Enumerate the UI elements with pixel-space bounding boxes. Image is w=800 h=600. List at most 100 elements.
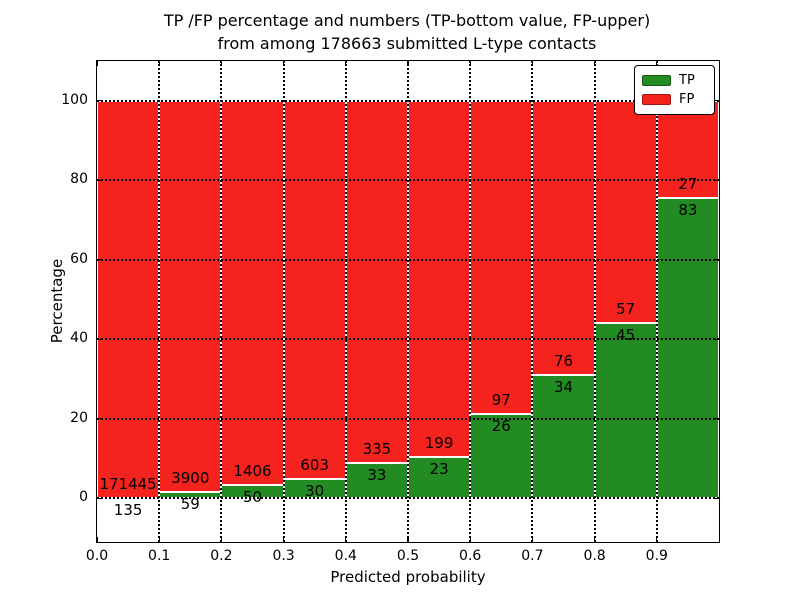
- chart-title: TP /FP percentage and numbers (TP-bottom…: [96, 9, 718, 55]
- legend-entry-tp: TP: [642, 71, 708, 90]
- x-tick-mark: [656, 537, 658, 542]
- x-axis-label: Predicted probability: [330, 568, 486, 586]
- bar-segment-fp: [97, 100, 160, 498]
- bar-segment-fp: [159, 100, 222, 493]
- x-tick-label: 0.2: [210, 548, 233, 564]
- legend-entry-fp: FP: [642, 90, 708, 109]
- fp-count-label: 335: [362, 439, 392, 458]
- x-tick-mark: [96, 537, 98, 542]
- gridline-x: [344, 61, 347, 542]
- bar-segment-tp: [656, 198, 719, 499]
- gridline-x: [593, 61, 596, 542]
- y-tick-label: 100: [61, 91, 88, 108]
- y-tick-mark-right: [714, 100, 719, 102]
- x-tick-mark: [220, 537, 223, 542]
- x-tick-label: 0.4: [334, 548, 357, 564]
- y-tick-mark: [97, 497, 102, 499]
- y-tick-label: 40: [70, 330, 88, 347]
- gridline-x: [531, 61, 534, 542]
- bar-segment-fp: [345, 100, 408, 463]
- y-tick-label: 0: [79, 489, 88, 506]
- gridline-x: [220, 61, 223, 542]
- x-tick-label: 0.6: [459, 548, 482, 564]
- fp-count-label: 171445: [99, 474, 157, 493]
- bar-segment-fp: [532, 100, 595, 376]
- x-tick-mark-top: [656, 61, 658, 66]
- x-tick-label: 0.8: [583, 548, 606, 564]
- y-tick-mark-right: [714, 259, 719, 261]
- x-tick-mark: [158, 537, 160, 542]
- fp-count-label: 1406: [233, 461, 272, 480]
- x-tick-mark-top: [531, 61, 534, 66]
- fp-count-label: 199: [424, 434, 454, 453]
- x-tick-mark-top: [469, 61, 471, 66]
- tp-count-label: 30: [305, 482, 325, 501]
- gridline-x: [158, 61, 161, 542]
- tp-count-label: 34: [553, 378, 574, 397]
- tp-count-label: 23: [429, 460, 449, 479]
- gridline-x: [469, 61, 472, 542]
- fp-count-label: 27: [678, 175, 698, 194]
- plot-area: Percentage Predicted probability TP FP 1…: [48, 60, 720, 586]
- legend-label-fp: FP: [679, 92, 695, 107]
- x-tick-mark: [282, 537, 285, 542]
- y-tick-label: 60: [70, 250, 88, 267]
- x-tick-mark-top: [345, 61, 347, 66]
- y-tick-mark-right: [714, 497, 719, 499]
- y-tick-mark: [97, 259, 102, 261]
- bar-segment-fp: [221, 100, 284, 485]
- x-tick-label: 0.1: [148, 548, 171, 564]
- fp-count-label: 76: [553, 352, 574, 371]
- bar-segment-tp: [594, 322, 657, 499]
- x-tick-mark-top: [593, 61, 596, 66]
- x-tick-mark-top: [282, 61, 285, 66]
- x-tick-mark: [593, 537, 596, 542]
- legend: TP FP: [634, 65, 715, 115]
- x-tick-label: 0.0: [85, 548, 109, 564]
- x-tick-mark-top: [158, 61, 160, 66]
- y-tick-mark-right: [714, 179, 719, 181]
- x-tick-mark: [407, 537, 409, 542]
- chart-title-line1: TP /FP percentage and numbers (TP-bottom…: [163, 11, 651, 30]
- legend-swatch-tp-icon: [642, 75, 671, 86]
- x-tick-label: 0.3: [272, 548, 295, 564]
- fp-count-label: 57: [616, 299, 636, 318]
- bar-segment-fp: [408, 100, 471, 458]
- y-tick-label: 80: [70, 171, 88, 188]
- fp-count-label: 603: [300, 456, 329, 475]
- gridline-x: [282, 61, 285, 542]
- legend-label-tp: TP: [679, 73, 695, 88]
- x-tick-mark-top: [96, 61, 98, 66]
- y-tick-mark: [97, 179, 102, 181]
- x-tick-mark: [531, 537, 534, 542]
- tp-count-label: 45: [616, 325, 636, 344]
- y-tick-mark-right: [714, 418, 719, 420]
- x-tick-label: 0.7: [521, 548, 544, 564]
- chart-title-line2: from among 178663 submitted L-type conta…: [217, 34, 597, 53]
- y-tick-label: 20: [70, 409, 88, 426]
- bar-segment-fp: [594, 100, 657, 323]
- x-tick-label: 0.9: [645, 548, 668, 564]
- fp-count-label: 97: [491, 391, 511, 410]
- x-tick-mark-top: [407, 61, 409, 66]
- legend-swatch-fp-icon: [642, 94, 671, 105]
- tp-count-label: 135: [113, 500, 143, 519]
- tp-count-label: 26: [491, 417, 511, 436]
- x-tick-mark: [345, 537, 347, 542]
- tp-count-label: 50: [242, 487, 263, 506]
- x-tick-label: 0.5: [396, 548, 420, 564]
- x-tick-mark: [469, 537, 471, 542]
- gridline-x: [655, 61, 658, 542]
- y-tick-mark: [97, 100, 102, 102]
- y-tick-mark: [97, 338, 102, 340]
- y-tick-mark-right: [714, 338, 719, 340]
- y-tick-mark: [97, 418, 102, 420]
- gridline-x: [407, 61, 409, 542]
- x-tick-mark-top: [220, 61, 223, 66]
- tp-count-label: 33: [367, 465, 387, 484]
- fp-count-label: 3900: [171, 469, 210, 488]
- tp-count-label: 59: [180, 495, 200, 514]
- bar-segment-fp: [283, 100, 346, 480]
- tp-count-label: 83: [678, 201, 698, 220]
